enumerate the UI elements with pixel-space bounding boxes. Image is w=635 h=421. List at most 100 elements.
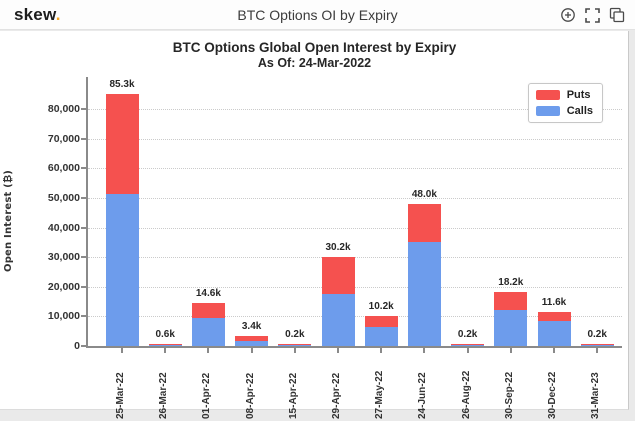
legend-item-calls[interactable]: Calls xyxy=(535,105,593,117)
calls-swatch xyxy=(535,106,560,116)
bar-segment-calls[interactable] xyxy=(105,194,139,346)
chart-card: BTC Options Global Open Interest by Expi… xyxy=(0,31,629,419)
y-axis-line xyxy=(86,77,88,348)
bar-segment-puts[interactable] xyxy=(364,315,398,328)
bar-segment-calls[interactable] xyxy=(494,310,528,346)
y-tick-label: 70,000 xyxy=(47,132,80,145)
gridline xyxy=(88,257,622,259)
bar-total-label: 11.6k xyxy=(541,296,567,308)
legend-label-calls: Calls xyxy=(566,105,593,117)
x-tick-label: 30-Sep-22 xyxy=(503,371,515,419)
bar-total-label: 0.2k xyxy=(457,329,478,341)
x-axis-tick xyxy=(423,348,426,353)
bar-total-label: 48.0k xyxy=(411,188,437,200)
bar-segment-calls[interactable] xyxy=(191,317,225,346)
x-tick-label: 01-Apr-22 xyxy=(201,372,213,419)
y-axis-tick xyxy=(81,256,86,259)
x-tick-label: 29-Apr-22 xyxy=(331,372,342,419)
gridline xyxy=(88,109,622,111)
bar-total-label: 10.2k xyxy=(368,300,394,312)
gridline xyxy=(88,316,622,318)
chart-subtitle: As Of: 24-Mar-2022 xyxy=(257,56,372,70)
y-axis-tick xyxy=(81,285,86,288)
y-axis-tick xyxy=(81,345,86,347)
bar-segment-puts[interactable] xyxy=(537,311,571,321)
gridline xyxy=(88,138,622,140)
skew-logo-dot: . xyxy=(55,4,61,24)
x-tick-label: 15-Apr-22 xyxy=(287,372,299,419)
y-axis-tick xyxy=(81,197,86,199)
x-axis-tick xyxy=(509,348,512,353)
bar-total-label: 0.2k xyxy=(587,329,607,341)
bar-total-label: 18.2k xyxy=(498,277,524,289)
bar-segment-puts[interactable] xyxy=(321,256,355,294)
bar-segment-calls[interactable] xyxy=(321,293,355,346)
bar-total-label: 30.2k xyxy=(325,241,351,253)
y-axis-tick xyxy=(81,315,86,318)
bar-segment-calls[interactable] xyxy=(278,345,312,346)
x-tick-label: 08-Apr-22 xyxy=(244,372,256,419)
bar-segment-puts[interactable] xyxy=(580,344,614,346)
bar-segment-calls[interactable] xyxy=(148,344,182,346)
bar-segment-puts[interactable] xyxy=(407,203,441,242)
header-actions xyxy=(560,0,625,30)
y-tick-label: 10,000 xyxy=(47,310,80,323)
x-axis-tick xyxy=(207,348,210,353)
x-axis-tick xyxy=(466,348,469,353)
x-axis-tick xyxy=(337,348,339,353)
x-axis-tick xyxy=(596,348,599,353)
bar-segment-calls[interactable] xyxy=(235,340,269,346)
y-tick-label: 60,000 xyxy=(47,162,80,175)
fullscreen-icon[interactable] xyxy=(585,7,600,23)
x-tick-label: 26-Aug-22 xyxy=(460,370,472,419)
gridline xyxy=(88,198,622,199)
x-tick-label: 31-Mar-23 xyxy=(590,372,602,419)
bar-total-label: 85.3k xyxy=(109,78,135,90)
y-axis-tick xyxy=(81,167,86,170)
bar-segment-calls[interactable] xyxy=(451,345,485,346)
legend-label-puts: Puts xyxy=(566,89,591,101)
bar-segment-calls[interactable] xyxy=(364,327,398,346)
y-tick-label: 0 xyxy=(74,340,80,352)
plot-area: 0 10,000 20,000 30,000 40,000 50,000 60,000 70,… xyxy=(0,31,628,419)
x-axis-tick xyxy=(380,348,383,353)
bar-segment-puts[interactable] xyxy=(494,292,528,311)
y-tick-label: 80,000 xyxy=(47,103,80,116)
bar-segment-puts[interactable] xyxy=(278,344,312,346)
bar-segment-puts[interactable] xyxy=(451,344,485,346)
bar-segment-calls[interactable] xyxy=(580,345,614,346)
x-tick-label: 26-Mar-22 xyxy=(158,372,170,419)
y-tick-label: 30,000 xyxy=(47,251,80,264)
skew-logo-text: skew xyxy=(14,4,56,24)
bar-segment-calls[interactable] xyxy=(537,320,571,346)
bar-total-label: 0.2k xyxy=(285,329,305,341)
bar-total-label: 3.4k xyxy=(241,320,262,332)
y-axis-tick xyxy=(81,108,86,111)
header-bar: skew. BTC Options OI by Expiry xyxy=(0,0,635,30)
x-axis-tick xyxy=(250,348,253,353)
gridline xyxy=(88,286,622,288)
window-title: BTC Options OI by Expiry xyxy=(237,6,398,23)
x-axis-tick xyxy=(164,348,167,353)
y-tick-label: 20,000 xyxy=(47,280,80,293)
chart-title: BTC Options Global Open Interest by Expi… xyxy=(172,40,457,55)
x-axis-tick xyxy=(121,348,123,353)
bar-segment-puts[interactable] xyxy=(105,93,139,195)
x-axis-line xyxy=(86,346,622,348)
y-tick-label: 40,000 xyxy=(47,221,80,234)
bar-segment-puts[interactable] xyxy=(148,344,182,345)
x-axis-tick xyxy=(553,348,555,353)
duplicate-icon[interactable] xyxy=(609,7,625,23)
zoom-in-icon[interactable] xyxy=(560,7,576,23)
legend-item-puts[interactable]: Puts xyxy=(535,89,593,101)
y-axis-tick xyxy=(81,137,86,140)
puts-swatch xyxy=(535,90,560,100)
y-axis-tick xyxy=(81,226,86,229)
bar-segment-puts[interactable] xyxy=(235,335,269,341)
y-tick-label: 50,000 xyxy=(47,192,80,204)
x-tick-label: 30-Dec-22 xyxy=(547,371,558,419)
bar-segment-puts[interactable] xyxy=(191,302,225,318)
skew-logo[interactable]: skew. xyxy=(14,5,61,25)
bar-segment-calls[interactable] xyxy=(407,241,441,346)
